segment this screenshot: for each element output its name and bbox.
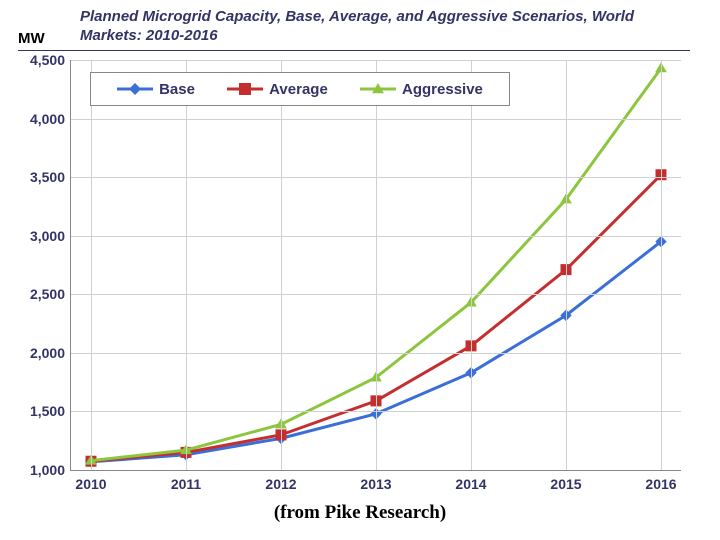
gridline-v bbox=[471, 60, 472, 470]
legend-label: Aggressive bbox=[402, 81, 483, 98]
chart-title: Planned Microgrid Capacity, Base, Averag… bbox=[80, 8, 690, 46]
gridline-v bbox=[376, 60, 377, 470]
legend-label: Average bbox=[269, 81, 328, 98]
legend-label: Base bbox=[159, 81, 195, 98]
legend: Base Average Aggressive bbox=[90, 72, 510, 106]
xtick-label: 2012 bbox=[265, 476, 296, 492]
xtick-label: 2014 bbox=[455, 476, 486, 492]
ytick-label: 2,000 bbox=[30, 345, 65, 361]
ytick-label: 4,000 bbox=[30, 111, 65, 127]
xtick-label: 2011 bbox=[171, 476, 201, 492]
ytick-label: 4,500 bbox=[30, 52, 65, 68]
plot-area: 1,0001,5002,0002,5003,0003,5004,0004,500… bbox=[70, 60, 681, 471]
xtick-label: 2010 bbox=[75, 476, 106, 492]
caption: (from Pike Research) bbox=[0, 502, 720, 524]
xtick-label: 2015 bbox=[550, 476, 581, 492]
legend-item-average: Average bbox=[227, 81, 328, 98]
ytick-label: 1,000 bbox=[30, 462, 65, 478]
gridline-v bbox=[91, 60, 92, 470]
ytick-label: 3,000 bbox=[30, 228, 65, 244]
legend-swatch-base bbox=[117, 82, 153, 96]
ytick-label: 3,500 bbox=[30, 169, 65, 185]
gridline-v bbox=[186, 60, 187, 470]
title-underline bbox=[18, 50, 690, 51]
gridline-v bbox=[661, 60, 662, 470]
xtick-label: 2016 bbox=[645, 476, 676, 492]
xtick-label: 2013 bbox=[360, 476, 391, 492]
gridline-v bbox=[566, 60, 567, 470]
legend-item-base: Base bbox=[117, 81, 195, 98]
legend-swatch-average bbox=[227, 82, 263, 96]
legend-swatch-aggressive bbox=[360, 82, 396, 96]
chart-container: MW Planned Microgrid Capacity, Base, Ave… bbox=[0, 0, 720, 540]
y-axis-label: MW bbox=[18, 30, 45, 47]
ytick-label: 2,500 bbox=[30, 286, 65, 302]
gridline-v bbox=[281, 60, 282, 470]
legend-item-aggressive: Aggressive bbox=[360, 81, 483, 98]
ytick-label: 1,500 bbox=[30, 403, 65, 419]
